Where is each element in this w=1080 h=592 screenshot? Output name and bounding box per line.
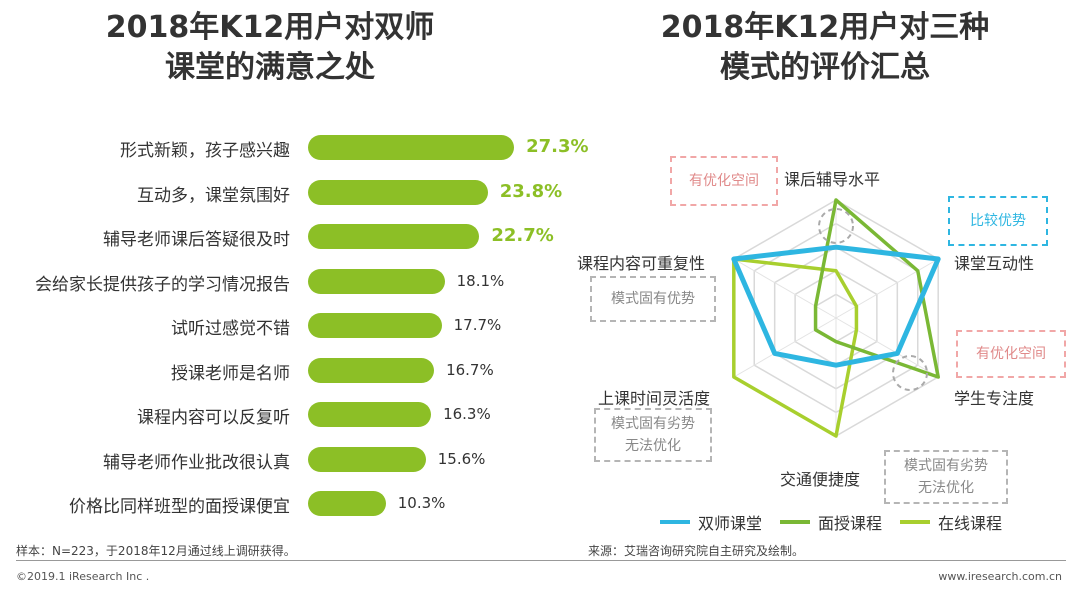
legend-swatch-face-to-face <box>780 520 810 524</box>
legend-swatch-dual-teacher <box>660 520 690 524</box>
bar <box>308 224 480 249</box>
radar-axis-label-interaction: 课堂互动性 <box>954 254 1035 273</box>
bar-value-label: 17.7% <box>453 316 502 334</box>
radar-axis-label-focus: 学生专注度 <box>954 389 1035 408</box>
legend-item-dual-teacher: 双师课堂 <box>660 510 762 534</box>
bar-value-label: 10.3% <box>397 494 446 512</box>
annotation-tutoring-improvable: 有优化空间 <box>670 156 778 206</box>
annotation-repeatability-inherent-advantage: 模式固有优势 <box>590 276 716 322</box>
bar-category-label: 形式新颖，孩子感兴趣 <box>120 141 290 161</box>
radar-spoke <box>835 317 939 378</box>
bar-category-label: 试听过感觉不错 <box>171 319 290 339</box>
legend-swatch-online <box>900 520 930 524</box>
bar-value-label: 27.3% <box>526 136 589 157</box>
bar <box>308 446 426 472</box>
copyright: ©2019.1 iResearch Inc . <box>16 570 150 583</box>
legend-item-online: 在线课程 <box>900 510 1002 534</box>
annotation-flexibility-inherent-disadvantage: 模式固有劣势 无法优化 <box>594 408 712 462</box>
radar-axis-label-tutoring: 课后辅导水平 <box>784 170 881 189</box>
right-title-line1: 2018年K12用户对三种 <box>660 10 990 45</box>
bar <box>308 357 435 383</box>
bar-value-label: 23.8% <box>499 180 563 202</box>
legend-item-face-to-face: 面授课程 <box>780 510 882 534</box>
radar-series-face-to-face <box>813 198 940 379</box>
bar-category-label: 会给家长提供孩子的学习情况报告 <box>35 274 290 295</box>
right-title-line2: 模式的评价汇总 <box>720 50 930 85</box>
radar-series-online <box>732 257 859 438</box>
bar <box>308 491 386 516</box>
bar-value-label: 22.7% <box>491 225 554 246</box>
left-chart-title: 2018年K12用户对双师 课堂的满意之处 <box>40 8 500 88</box>
radar-spoke <box>733 258 837 319</box>
source-note: 来源：艾瑞咨询研究院自主研究及绘制。 <box>588 544 805 558</box>
bar-category-label: 辅导老师作业批改很认真 <box>103 452 290 473</box>
annotation-commute-inherent-disadvantage: 模式固有劣势 无法优化 <box>884 450 1008 504</box>
bar-category-label: 辅导老师课后答疑很及时 <box>103 230 290 250</box>
website: www.iresearch.com.cn <box>938 570 1062 583</box>
annotation-focus-improvable: 有优化空间 <box>956 330 1066 378</box>
radar-spoke <box>733 317 837 378</box>
bar-value-label: 16.7% <box>446 360 494 379</box>
radar-series-dual-teacher <box>731 244 941 368</box>
radar-axis-label-flexibility: 上课时间灵活度 <box>598 389 711 408</box>
left-title-line2: 课堂的满意之处 <box>165 50 375 85</box>
bar <box>308 179 488 205</box>
bar-category-label: 授课老师是名师 <box>171 363 290 384</box>
left-title-line1: 2018年K12用户对双师 <box>105 10 435 45</box>
radar-axis-label-repeatability: 课程内容可重复性 <box>577 254 706 273</box>
radar-axis-label-commute: 交通便捷度 <box>780 470 861 489</box>
bar-value-label: 18.1% <box>456 271 505 290</box>
bar <box>308 402 432 427</box>
bar-category-label: 互动多，课堂氛围好 <box>137 185 290 206</box>
right-chart-title: 2018年K12用户对三种 模式的评价汇总 <box>590 8 1060 88</box>
bar <box>308 135 515 160</box>
footer-divider <box>16 560 1066 561</box>
sample-note: 样本：N=223，于2018年12月通过线上调研获得。 <box>16 544 296 558</box>
highlight-circle-tutoring <box>818 207 854 244</box>
radar-spoke <box>835 258 939 319</box>
bar-category-label: 价格比同样班型的面授课便宜 <box>69 497 290 517</box>
bar-value-label: 15.6% <box>437 449 486 468</box>
bar-value-label: 16.3% <box>443 405 491 423</box>
bar <box>308 268 445 294</box>
bar <box>308 313 442 338</box>
bar-category-label: 课程内容可以反复听 <box>137 408 290 428</box>
highlight-circle-focus <box>892 355 928 391</box>
annotation-interaction-advantage: 比较优势 <box>948 196 1048 246</box>
